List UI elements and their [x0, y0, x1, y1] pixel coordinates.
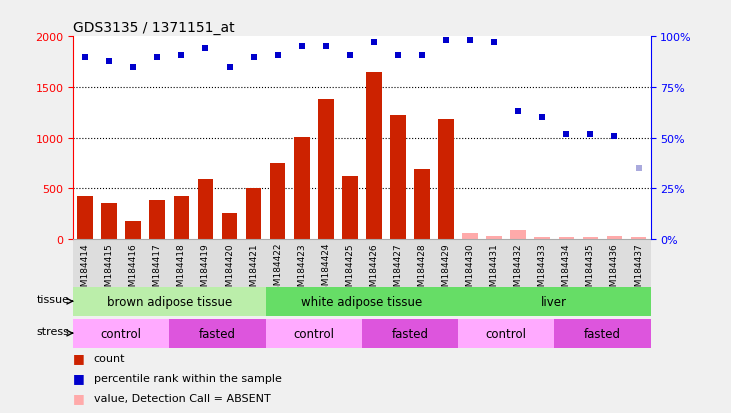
Bar [366, 73, 382, 240]
Bar [197, 180, 213, 240]
Text: white adipose tissue: white adipose tissue [301, 295, 423, 308]
Text: ■: ■ [73, 411, 85, 413]
Bar [362, 319, 458, 348]
Bar [534, 237, 550, 240]
Bar [414, 170, 430, 240]
Text: control: control [293, 327, 334, 340]
Bar [73, 319, 170, 348]
Text: GDS3135 / 1371151_at: GDS3135 / 1371151_at [73, 21, 235, 35]
Bar [246, 189, 262, 240]
Bar [607, 237, 622, 240]
Text: fasted: fasted [584, 327, 621, 340]
Bar [631, 237, 646, 240]
Text: control: control [101, 327, 142, 340]
Text: value, Detection Call = ABSENT: value, Detection Call = ABSENT [94, 393, 270, 403]
Bar [462, 233, 478, 240]
Bar [342, 176, 357, 240]
Text: stress: stress [37, 326, 69, 336]
Bar [458, 287, 651, 316]
Text: tissue: tissue [37, 294, 69, 304]
Bar [126, 222, 141, 240]
Text: brown adipose tissue: brown adipose tissue [107, 295, 232, 308]
Text: ■: ■ [73, 351, 85, 365]
Text: percentile rank within the sample: percentile rank within the sample [94, 373, 281, 383]
Bar [318, 100, 333, 240]
Bar [558, 237, 574, 240]
Bar [510, 230, 526, 240]
Text: ■: ■ [73, 391, 85, 404]
Text: liver: liver [542, 295, 567, 308]
Bar [390, 116, 406, 240]
Text: fasted: fasted [199, 327, 236, 340]
Text: count: count [94, 353, 125, 363]
Bar [554, 319, 651, 348]
Bar [73, 287, 265, 316]
Bar [265, 287, 458, 316]
Bar [583, 238, 598, 240]
Text: ■: ■ [73, 371, 85, 385]
Bar [439, 120, 454, 240]
Bar [170, 319, 265, 348]
Bar [77, 196, 93, 240]
Bar [486, 236, 502, 240]
Text: control: control [485, 327, 527, 340]
Bar [294, 138, 309, 240]
Text: fasted: fasted [392, 327, 428, 340]
Bar [150, 201, 165, 240]
Bar [458, 319, 554, 348]
Bar [221, 214, 238, 240]
Bar [265, 319, 362, 348]
Bar [102, 204, 117, 240]
Bar [173, 196, 189, 240]
Bar [270, 164, 285, 240]
